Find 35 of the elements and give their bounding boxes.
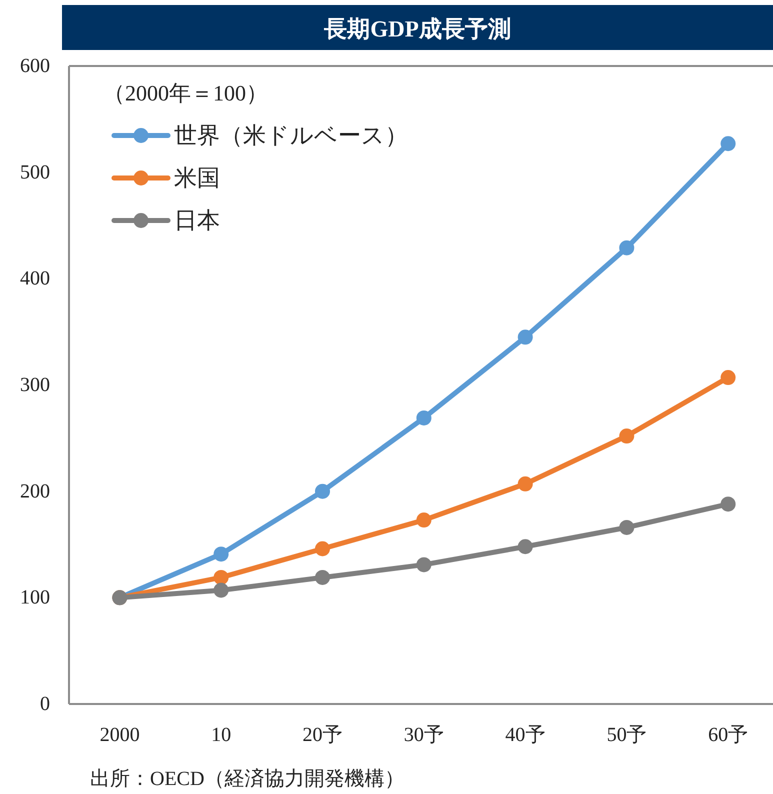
y-tick-label: 200 xyxy=(20,480,50,502)
y-tick-label: 0 xyxy=(40,693,50,715)
x-tick-label: 40予 xyxy=(505,724,546,746)
point xyxy=(720,370,736,386)
y-tick-label: 600 xyxy=(20,55,50,77)
point xyxy=(518,330,533,345)
x-tick-label: 20予 xyxy=(302,724,342,746)
point xyxy=(720,136,736,152)
ylabel: （2000年＝100） xyxy=(103,80,268,106)
y-tick-label: 100 xyxy=(20,586,50,609)
title: 長期GDP成長予測 xyxy=(324,16,511,42)
y-tick-label: 400 xyxy=(20,268,50,290)
x-tick-label: 60予 xyxy=(708,724,748,746)
x-tick-label: 30予 xyxy=(404,724,444,746)
point xyxy=(315,570,330,585)
x-tick-label: 10 xyxy=(211,724,232,746)
point xyxy=(214,570,229,585)
x-tick-label: 50予 xyxy=(606,724,647,746)
annotation: 出所：OECD（経済協力開発機構） xyxy=(90,768,404,790)
point xyxy=(518,539,533,554)
point xyxy=(416,512,432,528)
point xyxy=(619,428,634,444)
point xyxy=(416,410,432,426)
x-tick-label: 2000 xyxy=(100,724,140,746)
point xyxy=(214,546,229,562)
point xyxy=(518,476,533,492)
point xyxy=(315,541,330,556)
y-tick-label: 300 xyxy=(20,374,50,396)
point xyxy=(720,496,736,512)
point xyxy=(315,484,330,499)
y-tick-label: 500 xyxy=(20,161,50,184)
point xyxy=(416,557,432,572)
point xyxy=(619,240,634,256)
point xyxy=(619,520,634,535)
point xyxy=(214,582,229,598)
